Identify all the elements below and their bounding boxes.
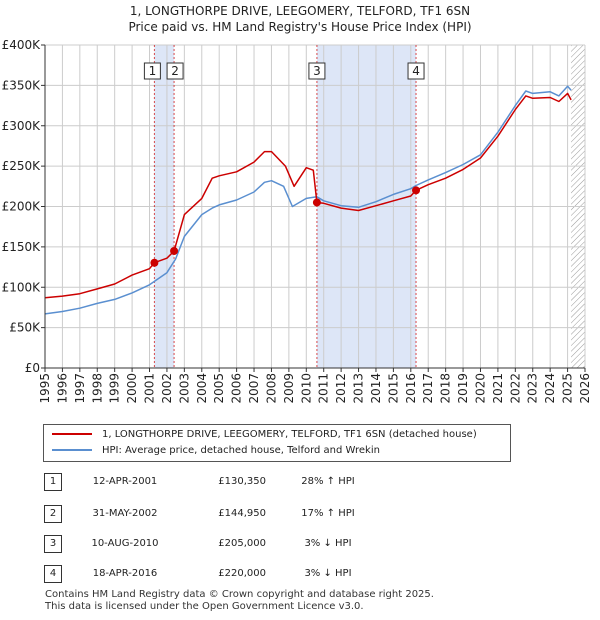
x-tick-label: 2022 [508,373,522,404]
y-tick-label: £100K [2,280,42,294]
x-tick-label: 1995 [38,373,52,404]
sale-number-badge: 4 [44,565,62,583]
sale-point [170,246,179,255]
x-tick-label: 2012 [334,373,348,404]
x-tick-label: 1998 [90,373,104,404]
sale-point [412,186,421,195]
table-row: 4 18-APR-2016 £220,000 3% ↓ HPI [0,564,600,584]
sale-number-box-frame [407,62,425,80]
sale-hpi-diff: 3% ↓ HPI [304,568,352,579]
property-price-line [44,92,572,299]
x-tick-label: 2025 [561,373,575,404]
sale-number-badge: 3 [44,535,62,553]
sale-number-label: 4 [412,64,420,78]
sale-price: £205,000 [218,538,266,549]
sale-number-box-frame [308,62,326,80]
sale-hpi-diff: 17% ↑ HPI [301,508,355,519]
x-tick-label: 2007 [247,373,261,404]
sale-number-box: 4 [407,62,425,80]
sale-number-label: 2 [171,64,179,78]
sale-number-box: 3 [308,62,326,80]
table-row: 1 12-APR-2001 £130,350 28% ↑ HPI [0,472,600,492]
y-tick-label: £250K [2,159,42,173]
sale-date: 12-APR-2001 [92,476,158,487]
x-tick-label: 2001 [143,373,157,404]
x-tick-label: 2002 [160,373,174,404]
x-tick-label: 2011 [317,373,331,404]
sale-point [312,198,321,207]
x-tick-label: 2014 [369,373,383,404]
y-tick-label: £300K [2,119,42,133]
footer-notice: Contains HM Land Registry data © Crown c… [45,589,434,613]
x-tick-label: 2020 [473,373,487,404]
legend-swatch-hpi [52,449,92,451]
sale-date: 31-MAY-2002 [92,508,158,519]
y-tick-label: £50K [9,321,41,335]
x-tick-label: 2015 [386,373,400,404]
sale-number-label: 1 [149,64,157,78]
y-tick-label: £350K [2,78,42,92]
sale-number-box-frame [166,62,184,80]
x-tick-label: 2024 [543,373,557,404]
footer-line-2: This data is licensed under the Open Gov… [45,601,364,612]
table-row: 3 10-AUG-2010 £205,000 3% ↓ HPI [0,534,600,554]
footer-line-1: Contains HM Land Registry data © Crown c… [45,589,434,600]
y-tick-label: £150K [2,240,42,254]
chart-legend: 1, LONGTHORPE DRIVE, LEEGOMERY, TELFORD,… [43,424,511,462]
sale-point [150,258,159,267]
sale-price: £144,950 [218,508,266,519]
sale-number-box-frame [143,62,161,80]
hpi-line [44,85,572,315]
table-row: 2 31-MAY-2002 £144,950 17% ↑ HPI [0,504,600,524]
x-tick-label: 2013 [352,373,366,404]
y-tick-label: £0 [25,361,40,375]
x-tick-label: 2026 [578,373,592,404]
sale-price: £220,000 [218,568,266,579]
sale-date: 10-AUG-2010 [91,538,159,549]
sale-date: 18-APR-2016 [92,568,158,579]
sale-hpi-diff: 3% ↓ HPI [304,538,352,549]
x-tick-label: 1999 [108,373,122,404]
sale-number-box: 1 [143,62,161,80]
legend-label-hpi: HPI: Average price, detached house, Telf… [102,445,380,456]
x-tick-label: 2009 [282,373,296,404]
sale-number-badge: 1 [44,473,62,491]
sale-number-box: 2 [166,62,184,80]
x-tick-label: 2000 [125,373,139,404]
sale-number-label: 3 [313,64,321,78]
legend-swatch-property [52,433,92,435]
sale-hpi-diff: 28% ↑ HPI [301,476,355,487]
x-tick-label: 2008 [264,373,278,404]
x-tick-label: 2006 [230,373,244,404]
legend-item-property: 1, LONGTHORPE DRIVE, LEEGOMERY, TELFORD,… [52,427,477,443]
x-tick-label: 2021 [491,373,505,404]
x-tick-label: 2023 [526,373,540,404]
legend-label-property: 1, LONGTHORPE DRIVE, LEEGOMERY, TELFORD,… [102,429,477,440]
y-tick-label: £400K [2,38,42,52]
legend-item-hpi: HPI: Average price, detached house, Telf… [52,443,380,459]
x-tick-label: 2018 [439,373,453,404]
sale-price: £130,350 [218,476,266,487]
x-tick-label: 2017 [421,373,435,404]
x-tick-label: 2016 [404,373,418,404]
chart-subtitle: Price paid vs. HM Land Registry's House … [128,20,472,34]
x-tick-label: 2003 [177,373,191,404]
x-tick-label: 1997 [73,373,87,404]
chart-title: 1, LONGTHORPE DRIVE, LEEGOMERY, TELFORD,… [129,4,471,18]
x-tick-label: 2010 [299,373,313,404]
x-tick-label: 2019 [456,373,470,404]
sale-number-badge: 2 [44,505,62,523]
x-tick-label: 2005 [212,373,226,404]
x-tick-label: 2004 [195,373,209,404]
y-tick-label: £200K [2,200,42,214]
x-tick-label: 1996 [55,373,69,404]
